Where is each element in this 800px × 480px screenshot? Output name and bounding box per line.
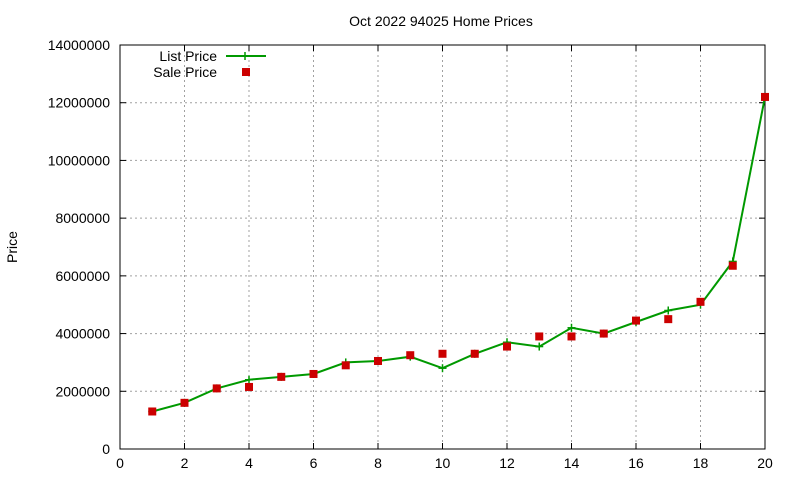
y-tick-label: 14000000 bbox=[48, 37, 111, 53]
sale-price-point bbox=[406, 351, 415, 360]
sale-price-point bbox=[567, 332, 576, 341]
tick-labels: 0 2 4 6 8 10 12 14 16 18 20 0 2000000 4000000 6000000 8… bbox=[48, 37, 773, 471]
sale-price-point bbox=[245, 382, 253, 391]
list-price-point bbox=[245, 375, 253, 384]
sale-price-point bbox=[309, 369, 318, 378]
sale-price-point bbox=[438, 349, 447, 358]
x-tick-label: 16 bbox=[628, 455, 644, 471]
sale-price-point bbox=[664, 315, 673, 324]
legend-label-sale-price: Sale Price bbox=[153, 64, 217, 80]
sale-price-point bbox=[148, 407, 157, 416]
y-tick-label: 10000000 bbox=[48, 152, 111, 168]
sale-price-point bbox=[728, 261, 737, 270]
x-tick-label: 4 bbox=[245, 455, 253, 471]
y-tick-label: 6000000 bbox=[55, 268, 110, 284]
x-tick-label: 12 bbox=[499, 455, 515, 471]
y-tick-label: 2000000 bbox=[55, 383, 110, 399]
list-price-point bbox=[567, 323, 576, 332]
x-tick-label: 0 bbox=[116, 455, 124, 471]
list-price-line bbox=[152, 96, 766, 413]
sale-price-point bbox=[503, 342, 511, 351]
x-tick-label: 20 bbox=[757, 455, 773, 471]
y-tick-label: 4000000 bbox=[55, 326, 110, 342]
y-tick-label: 12000000 bbox=[48, 95, 111, 111]
plot-axes bbox=[119, 44, 766, 450]
x-tick-label: 8 bbox=[374, 455, 382, 471]
chart-title: Oct 2022 94025 Home Prices bbox=[349, 13, 533, 29]
legend-swatch-list-price bbox=[226, 52, 266, 60]
y-axis-label: Price bbox=[4, 231, 20, 263]
x-tick-label: 10 bbox=[435, 455, 451, 471]
x-tick-label: 6 bbox=[310, 455, 318, 471]
x-tick-label: 14 bbox=[564, 455, 580, 471]
list-price-point bbox=[664, 306, 673, 315]
list-price-point bbox=[535, 342, 544, 351]
y-tick-label: 8000000 bbox=[55, 210, 110, 226]
sale-price-point bbox=[277, 372, 286, 381]
sale-price-point bbox=[696, 297, 705, 306]
x-tick-label: 2 bbox=[181, 455, 189, 471]
legend-label-list-price: List Price bbox=[159, 48, 217, 64]
sale-price-point bbox=[470, 349, 479, 358]
x-tick-label: 18 bbox=[693, 455, 709, 471]
sale-price-point bbox=[341, 361, 350, 370]
data-series bbox=[148, 92, 769, 416]
sale-price-point bbox=[180, 398, 189, 407]
sale-price-point bbox=[374, 356, 382, 365]
sale-price-point bbox=[212, 384, 221, 393]
sale-price-point bbox=[599, 329, 608, 338]
legend-swatch-sale-price bbox=[242, 68, 250, 76]
list-price-point bbox=[438, 364, 447, 373]
sale-price-point bbox=[535, 332, 544, 341]
sale-price-point bbox=[632, 316, 640, 325]
sale-price-point bbox=[761, 92, 769, 101]
y-tick-label: 0 bbox=[102, 441, 110, 457]
